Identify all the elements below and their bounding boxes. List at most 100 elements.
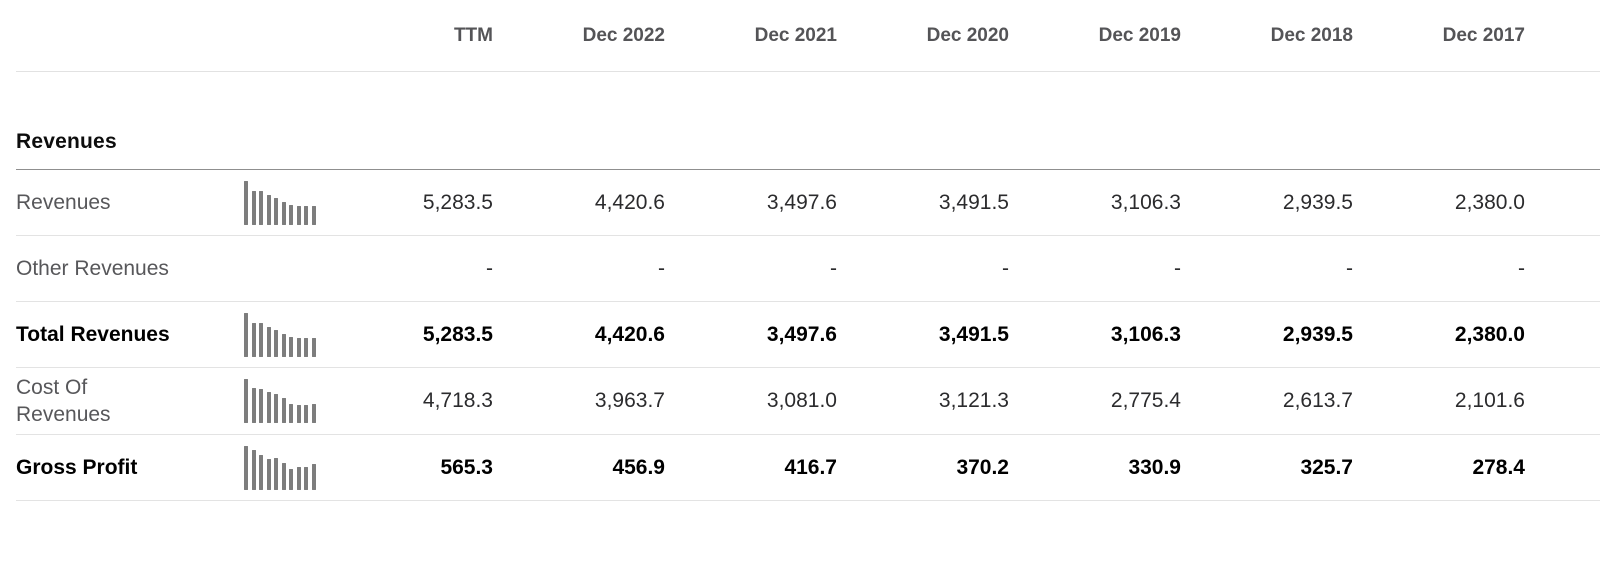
sparkline-bar <box>244 445 248 490</box>
column-header-dec2018: Dec 2018 <box>1270 24 1353 46</box>
cell-dec2017: - <box>1518 256 1525 280</box>
sparkline-bar <box>304 205 308 225</box>
table-row-revenues: Revenues 5,283.5 4,420.6 3,497.6 3,491.5… <box>16 170 1600 236</box>
cell-dec2020: - <box>1002 256 1009 280</box>
cell-dec2020: 3,491.5 <box>938 190 1009 214</box>
sparkline-bar <box>289 468 293 490</box>
sparkline-bar <box>251 388 256 423</box>
sparkline-bar <box>266 458 271 490</box>
cell-ttm: 4,718.3 <box>422 389 493 412</box>
cell-dec2018: 325.7 <box>1300 455 1353 479</box>
cell-dec2021: 416.7 <box>784 455 837 479</box>
column-header-dec2017: Dec 2017 <box>1442 24 1525 46</box>
cell-dec2017: 2,380.0 <box>1454 322 1525 346</box>
sparkline-bar <box>289 404 293 423</box>
sparkline-bar <box>281 333 286 357</box>
header-section-gap <box>16 72 1600 130</box>
cell-dec2019: 2,775.4 <box>1110 389 1181 412</box>
cell-ttm: 5,283.5 <box>422 322 493 346</box>
sparkline-bar <box>296 205 301 225</box>
sparkline-bar <box>311 205 316 225</box>
section-title: Revenues <box>16 130 117 153</box>
cell-dec2022: 4,420.6 <box>594 190 665 214</box>
row-label: Total Revenues <box>16 323 170 346</box>
sparkline-bar <box>266 392 271 423</box>
sparkline-bar <box>281 398 286 423</box>
row-label: Revenues <box>16 191 111 214</box>
sparkline-bar <box>281 201 286 225</box>
cell-dec2021: 3,497.6 <box>766 322 837 346</box>
cell-dec2018: 2,613.7 <box>1282 389 1353 412</box>
cell-dec2022: 4,420.6 <box>594 322 665 346</box>
sparkline-chart <box>186 379 321 423</box>
sparkline-bar <box>289 204 293 225</box>
sparkline-bar <box>296 466 301 490</box>
column-header-dec2019: Dec 2019 <box>1098 24 1181 46</box>
cell-ttm: 565.3 <box>440 455 493 479</box>
cell-dec2021: - <box>830 256 837 280</box>
sparkline-bar <box>266 194 271 225</box>
cell-dec2019: 3,106.3 <box>1110 322 1181 346</box>
cell-dec2022: - <box>658 256 665 280</box>
sparkline-bar <box>274 394 278 423</box>
sparkline-bar <box>259 454 263 490</box>
sparkline-bar <box>244 180 248 225</box>
cell-dec2020: 3,121.3 <box>938 389 1009 412</box>
sparkline-bar <box>274 457 278 490</box>
row-label: Gross Profit <box>16 456 138 479</box>
table-row-other-revenues: Other Revenues - - - - - - - <box>16 236 1600 302</box>
cell-dec2018: 2,939.5 <box>1282 190 1353 214</box>
cell-ttm: 5,283.5 <box>422 190 493 214</box>
sparkline-bar <box>304 405 308 423</box>
table-row-cost-of-revenues: Cost Of Revenues 4,718.3 3,963.7 3,081.0… <box>16 368 1600 435</box>
sparkline-bar <box>281 462 286 490</box>
cell-dec2019: 330.9 <box>1128 455 1181 479</box>
column-header-dec2020: Dec 2020 <box>926 24 1009 46</box>
period-header-row: TTM Dec 2022 Dec 2021 Dec 2020 Dec 2019 … <box>16 0 1600 72</box>
sparkline-bar <box>251 449 256 490</box>
sparkline-bar <box>296 337 301 357</box>
sparkline-bar <box>304 466 308 490</box>
cell-dec2019: - <box>1174 256 1181 280</box>
cell-dec2020: 370.2 <box>956 455 1009 479</box>
cell-dec2021: 3,081.0 <box>766 389 837 412</box>
cell-dec2022: 3,963.7 <box>594 389 665 412</box>
row-label: Cost Of Revenues <box>16 376 111 426</box>
sparkline-bar <box>244 379 248 423</box>
sparkline-chart <box>186 312 321 357</box>
cell-ttm: - <box>486 256 493 280</box>
sparkline-bar <box>259 322 263 357</box>
sparkline-chart <box>186 445 321 490</box>
cell-dec2017: 278.4 <box>1472 455 1525 479</box>
sparkline-bar <box>259 190 263 225</box>
section-header-revenues: Revenues <box>16 130 1600 170</box>
cell-dec2022: 456.9 <box>612 455 665 479</box>
sparkline-bar <box>244 312 248 357</box>
table-row-total-revenues: Total Revenues 5,283.5 4,420.6 3,497.6 3… <box>16 302 1600 368</box>
sparkline-bar <box>251 322 256 357</box>
sparkline-bar <box>266 326 271 357</box>
sparkline-bar <box>311 404 316 423</box>
cell-dec2018: 2,939.5 <box>1282 322 1353 346</box>
table-row-gross-profit: Gross Profit 565.3 456.9 416.7 370.2 330… <box>16 435 1600 501</box>
column-header-dec2022: Dec 2022 <box>582 24 665 46</box>
cell-dec2018: - <box>1346 256 1353 280</box>
row-label: Other Revenues <box>16 257 169 280</box>
cell-dec2019: 3,106.3 <box>1110 190 1181 214</box>
sparkline-bar <box>274 197 278 225</box>
cell-dec2017: 2,101.6 <box>1454 389 1525 412</box>
sparkline-chart <box>186 180 321 225</box>
column-header-dec2021: Dec 2021 <box>754 24 837 46</box>
sparkline-bar <box>259 389 263 423</box>
cell-dec2020: 3,491.5 <box>938 322 1009 346</box>
sparkline-bar <box>311 463 316 490</box>
sparkline-bar <box>304 337 308 357</box>
sparkline-bar <box>274 329 278 357</box>
sparkline-bar <box>251 190 256 225</box>
cell-dec2017: 2,380.0 <box>1454 190 1525 214</box>
sparkline-bar <box>296 405 301 423</box>
column-header-ttm: TTM <box>453 24 493 46</box>
sparkline-bar <box>311 337 316 357</box>
financials-table: TTM Dec 2022 Dec 2021 Dec 2020 Dec 2019 … <box>16 0 1600 501</box>
sparkline-bar <box>289 336 293 357</box>
